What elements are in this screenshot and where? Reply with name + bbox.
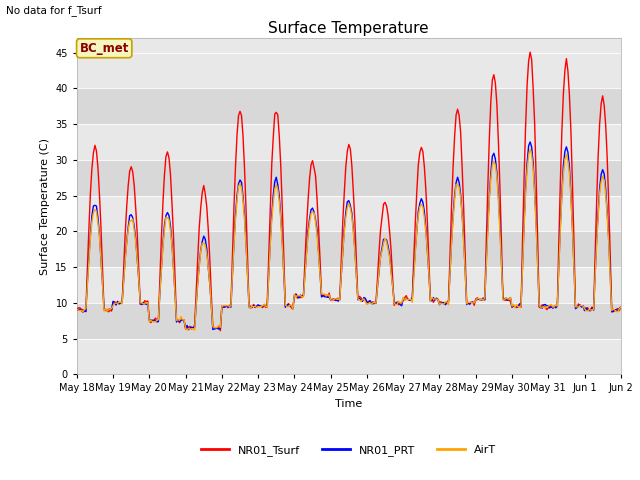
Bar — [77, 196, 621, 231]
Text: BC_met: BC_met — [79, 42, 129, 55]
Legend: NR01_Tsurf, NR01_PRT, AirT: NR01_Tsurf, NR01_PRT, AirT — [197, 441, 500, 460]
Bar — [77, 160, 621, 196]
Bar — [77, 88, 621, 124]
Title: Surface Temperature: Surface Temperature — [269, 21, 429, 36]
Bar — [77, 303, 621, 339]
Bar — [77, 53, 621, 88]
Bar — [77, 267, 621, 303]
Line: AirT: AirT — [77, 149, 621, 330]
Text: No data for f_Tsurf: No data for f_Tsurf — [6, 5, 102, 16]
Line: NR01_Tsurf: NR01_Tsurf — [77, 52, 621, 331]
Bar — [77, 124, 621, 160]
X-axis label: Time: Time — [335, 399, 362, 409]
Bar — [77, 339, 621, 374]
Bar — [77, 231, 621, 267]
Y-axis label: Surface Temperature (C): Surface Temperature (C) — [40, 138, 50, 275]
Line: NR01_PRT: NR01_PRT — [77, 142, 621, 330]
